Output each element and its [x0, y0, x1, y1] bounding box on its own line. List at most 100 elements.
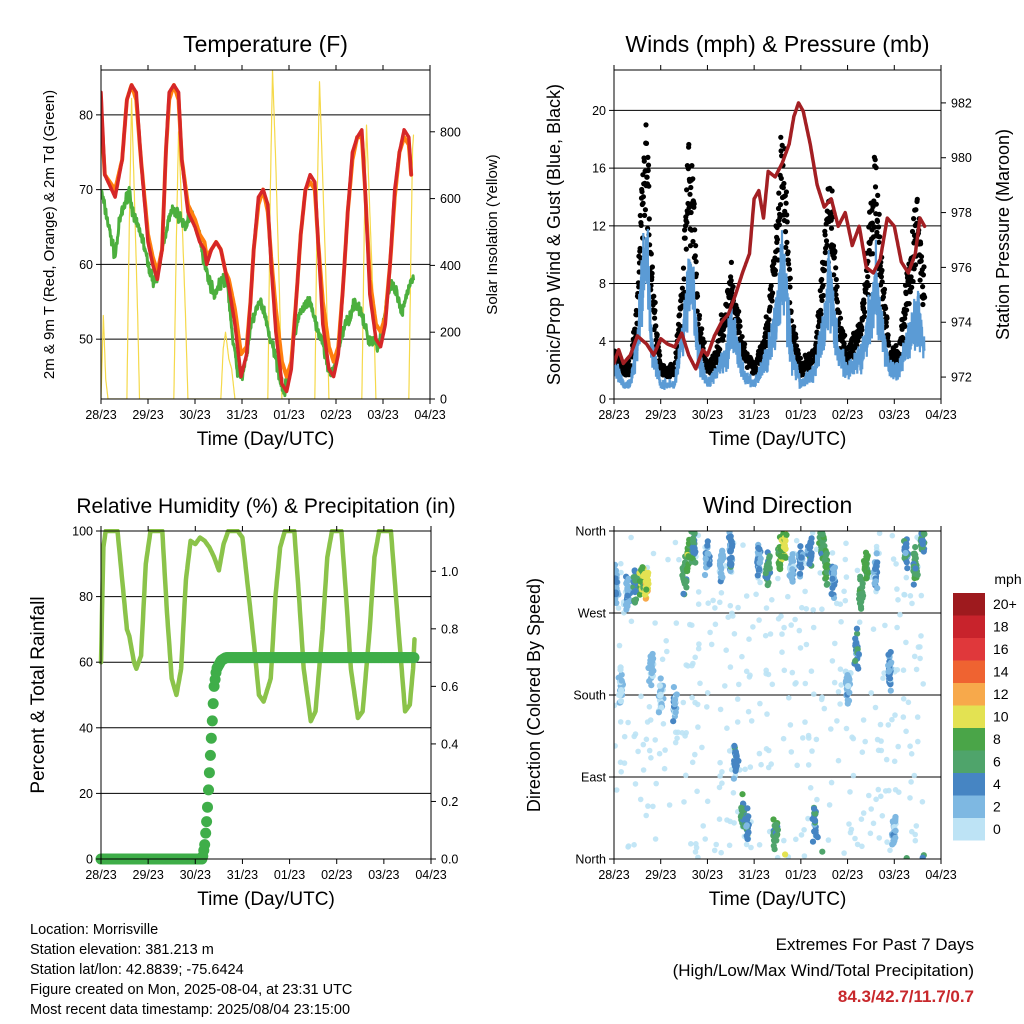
- gust-point: [797, 355, 804, 361]
- gust-point: [739, 334, 745, 340]
- direction-point: [694, 701, 701, 708]
- direction-point: [834, 718, 840, 724]
- direction-point: [689, 759, 696, 766]
- direction-point: [798, 564, 805, 571]
- direction-point: [616, 642, 623, 649]
- direction-point: [614, 561, 619, 568]
- direction-point: [858, 605, 865, 612]
- gust-point: [634, 312, 640, 318]
- rh-line: [98, 529, 417, 724]
- gust-point: [775, 205, 782, 212]
- gust-point: [680, 265, 687, 271]
- y-tick-label: 12: [592, 219, 606, 233]
- gust-point: [736, 308, 742, 315]
- gust-point: [865, 282, 872, 289]
- direction-point: [897, 611, 903, 618]
- colorbar-level: 16: [993, 641, 1009, 657]
- gust-point: [908, 274, 914, 280]
- gust-point: [698, 330, 704, 336]
- gust-point: [824, 242, 830, 248]
- direction-point: [732, 749, 740, 756]
- direction-point: [844, 700, 851, 707]
- direction-point: [780, 735, 787, 742]
- direction-point: [857, 576, 864, 583]
- gust-point: [920, 272, 927, 278]
- direction-point: [618, 687, 625, 694]
- gust-point: [689, 163, 695, 169]
- direction-point: [766, 747, 772, 754]
- direction-point: [625, 719, 631, 726]
- direction-point: [666, 802, 673, 808]
- gust-point: [646, 216, 652, 222]
- direction-point: [828, 590, 835, 598]
- gust-point: [819, 297, 825, 303]
- gust-point: [766, 327, 772, 333]
- direction-point: [672, 696, 679, 703]
- gust-point: [652, 315, 658, 321]
- gust-point: [682, 235, 688, 241]
- direction-point: [650, 550, 657, 557]
- direction-point: [912, 565, 919, 572]
- x-tick-label: 03/23: [879, 408, 910, 422]
- direction-point: [697, 680, 703, 687]
- direction-point: [873, 550, 880, 557]
- y-tick-label: West: [578, 607, 607, 621]
- direction-point: [743, 668, 750, 675]
- gust-point: [777, 202, 784, 208]
- direction-point: [830, 570, 838, 577]
- direction-point: [730, 790, 737, 796]
- direction-point: [735, 604, 741, 611]
- direction-point: [624, 585, 631, 592]
- wind-line: [614, 228, 926, 390]
- gust-point: [687, 191, 693, 197]
- direction-point: [748, 844, 754, 851]
- y2-tick-label: 0.6: [441, 680, 458, 694]
- gust-point: [770, 290, 776, 296]
- direction-point: [718, 590, 725, 596]
- direction-point: [841, 588, 847, 595]
- direction-point: [802, 588, 808, 595]
- y-tick-label: 20: [592, 104, 606, 118]
- direction-point: [802, 719, 808, 725]
- direction-point: [616, 692, 623, 699]
- direction-point: [837, 701, 843, 707]
- gust-point: [878, 274, 885, 280]
- direction-point: [632, 731, 639, 737]
- gust-point: [830, 243, 837, 249]
- y-tick-label: 4: [599, 335, 606, 349]
- gust-point: [637, 212, 643, 219]
- gust-point: [861, 300, 867, 306]
- direction-point: [675, 729, 681, 736]
- direction-point: [614, 591, 620, 598]
- direction-point: [912, 544, 919, 551]
- gust-point: [874, 218, 881, 224]
- gust-point: [782, 229, 789, 235]
- direction-point: [733, 762, 740, 769]
- direction-point: [808, 553, 815, 560]
- direction-point: [914, 714, 921, 720]
- y-tick-label: 20: [79, 787, 93, 801]
- x-tick-label: 02/23: [832, 868, 863, 882]
- rain-point: [206, 715, 218, 727]
- direction-point: [868, 690, 874, 696]
- gust-point: [828, 225, 835, 231]
- y-tick-label: North: [575, 525, 606, 539]
- direction-point: [892, 834, 899, 841]
- gust-point: [784, 219, 790, 225]
- direction-point: [793, 537, 800, 544]
- gust-point: [785, 257, 791, 263]
- gust-point: [783, 189, 790, 195]
- direction-point: [852, 657, 859, 665]
- direction-point: [810, 607, 816, 613]
- y-tick-label: 16: [592, 162, 606, 176]
- gust-point: [640, 200, 646, 206]
- gust-point: [643, 122, 649, 128]
- direction-point: [728, 554, 735, 561]
- direction-point: [885, 668, 892, 675]
- direction-point: [748, 718, 755, 724]
- gust-point: [652, 308, 658, 314]
- direction-point: [785, 593, 791, 600]
- direction-point: [821, 556, 828, 563]
- series-group: [95, 529, 420, 865]
- direction-point: [635, 748, 641, 755]
